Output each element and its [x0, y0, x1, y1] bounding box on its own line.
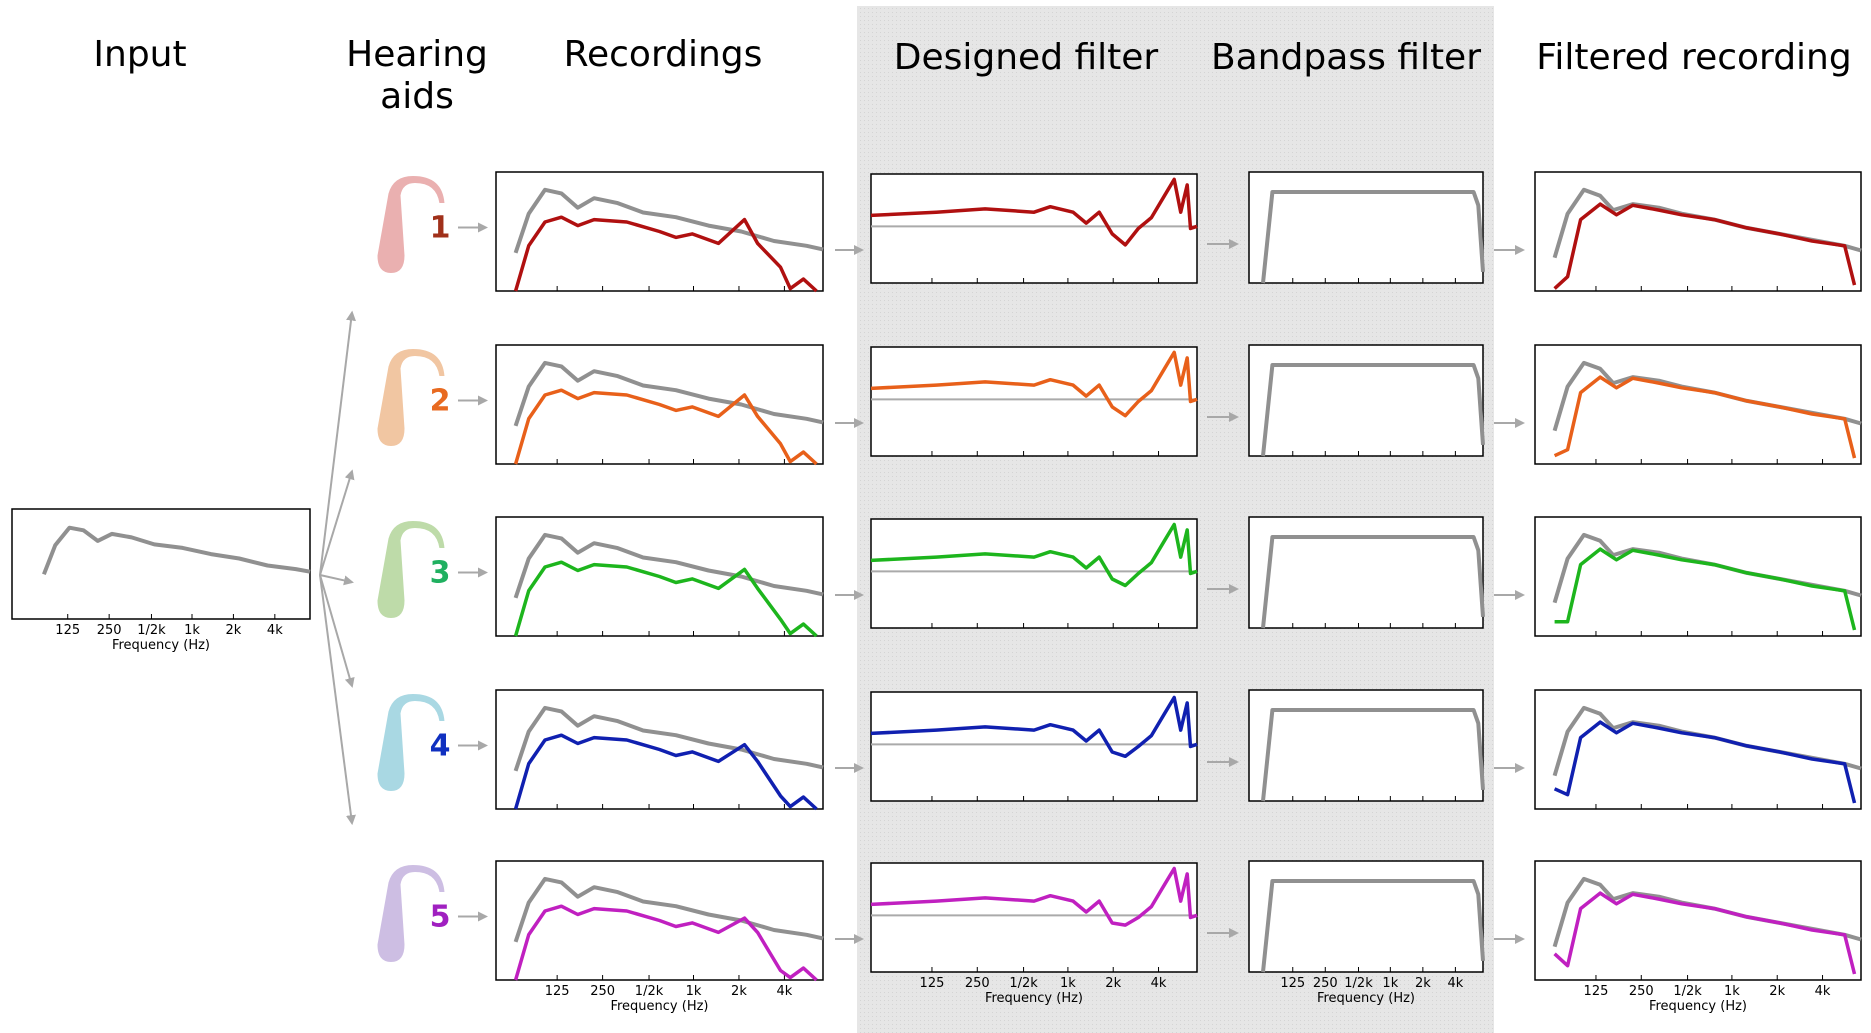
plot-frame — [1249, 517, 1483, 628]
plot-frame — [871, 519, 1197, 628]
x-tick-label: 250 — [97, 623, 122, 638]
plot-frame — [871, 692, 1197, 801]
plot-frame — [1249, 345, 1483, 456]
x-tick-label: 1k — [1382, 976, 1398, 991]
x-tick-label: 1k — [184, 623, 200, 638]
header: Designed filter — [894, 37, 1159, 78]
x-axis-label: Frequency (Hz) — [112, 638, 210, 653]
hearing-aid-number: 5 — [430, 900, 451, 935]
x-tick-label: 1/2k — [635, 984, 664, 999]
x-tick-label: 4k — [777, 984, 793, 999]
arrow — [320, 575, 352, 823]
x-tick-label: 1/2k — [137, 623, 166, 638]
x-tick-label: 250 — [1313, 976, 1338, 991]
x-tick-label: 1/2k — [1344, 976, 1373, 991]
x-tick-label: 2k — [731, 984, 747, 999]
header: Filtered recording — [1536, 37, 1851, 78]
arrow — [320, 575, 352, 686]
x-tick-label: 250 — [965, 976, 990, 991]
x-axis-label: Frequency (Hz) — [1649, 999, 1747, 1014]
plot-frame — [871, 347, 1197, 456]
x-tick-label: 125 — [920, 976, 945, 991]
x-axis-label: Frequency (Hz) — [985, 991, 1083, 1006]
plot-frame — [871, 174, 1197, 283]
x-tick-label: 2k — [1769, 984, 1785, 999]
plot-frame — [1249, 861, 1483, 972]
x-tick-label: 2k — [1415, 976, 1431, 991]
x-tick-label: 4k — [267, 623, 283, 638]
plot-frame — [871, 863, 1197, 972]
header: Bandpass filter — [1211, 37, 1481, 78]
x-tick-label: 2k — [1105, 976, 1121, 991]
header: Hearing — [346, 34, 488, 75]
hearing-aid-number: 2 — [430, 384, 451, 419]
x-tick-label: 1k — [1724, 984, 1740, 999]
header: Recordings — [564, 34, 763, 75]
header: Input — [93, 34, 186, 75]
x-tick-label: 4k — [1447, 976, 1463, 991]
x-tick-label: 1k — [686, 984, 702, 999]
x-tick-label: 1k — [1060, 976, 1076, 991]
figure: Input Hearing aids Recordings Designed f… — [0, 0, 1871, 1033]
x-tick-label: 125 — [55, 623, 80, 638]
header: aids — [380, 76, 454, 117]
arrow — [320, 471, 352, 575]
arrow — [320, 575, 352, 582]
plot-frame — [1249, 690, 1483, 801]
x-tick-label: 125 — [545, 984, 570, 999]
x-axis-label: Frequency (Hz) — [610, 999, 708, 1014]
x-tick-label: 125 — [1280, 976, 1305, 991]
hearing-aid-number: 3 — [430, 556, 451, 591]
arrow — [320, 313, 352, 575]
x-tick-label: 4k — [1815, 984, 1831, 999]
hearing-aid-number: 4 — [430, 729, 451, 764]
x-tick-label: 1/2k — [1673, 984, 1702, 999]
plot-frame — [1249, 172, 1483, 283]
x-tick-label: 250 — [1629, 984, 1654, 999]
x-axis-label: Frequency (Hz) — [1317, 991, 1415, 1006]
x-tick-label: 2k — [226, 623, 242, 638]
hearing-aid-number: 1 — [430, 211, 451, 246]
x-tick-label: 250 — [590, 984, 615, 999]
x-tick-label: 125 — [1584, 984, 1609, 999]
x-tick-label: 1/2k — [1009, 976, 1038, 991]
x-tick-label: 4k — [1151, 976, 1167, 991]
